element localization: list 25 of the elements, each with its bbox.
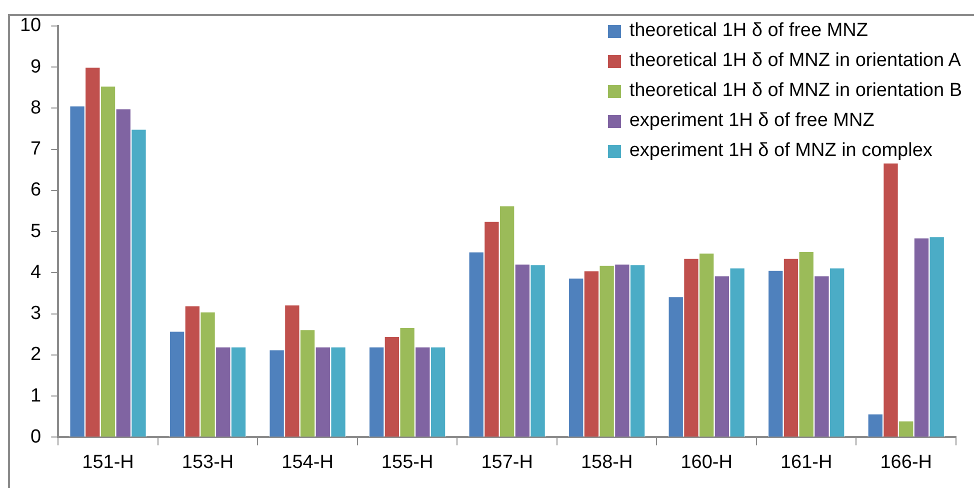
y-tick-label: 0 — [30, 426, 42, 448]
y-tick-label: 6 — [30, 180, 42, 201]
x-tick-label: 157-H — [481, 452, 533, 473]
legend-label: theoretical 1H δ of free MNZ — [629, 19, 868, 43]
legend-label: experiment 1H δ of MNZ in complex — [629, 139, 932, 163]
x-tick-label: 158-H — [580, 452, 633, 473]
y-tick-label: 9 — [30, 56, 42, 78]
y-tick-label: 5 — [30, 220, 42, 242]
legend-label: theoretical 1H δ of MNZ in orientation A — [629, 49, 961, 73]
y-tick-label: 7 — [30, 138, 42, 160]
y-tick-label: 4 — [30, 262, 42, 283]
x-tick-label: 160-H — [680, 452, 732, 473]
y-tick-label: 10 — [20, 15, 42, 36]
x-tick-label: 151-H — [82, 452, 134, 473]
x-tick-label: 154-H — [282, 452, 334, 473]
x-tick-label: 166-H — [880, 452, 932, 473]
y-tick-label: 3 — [30, 303, 42, 324]
x-tick-label: 155-H — [381, 452, 434, 473]
x-tick-label: 153-H — [182, 452, 234, 473]
x-tick-label: 161-H — [780, 452, 832, 473]
y-tick-label: 1 — [30, 385, 42, 406]
legend-label: theoretical 1H δ of MNZ in orientation B — [629, 79, 962, 103]
legend-label: experiment 1H δ of free MNZ — [629, 109, 874, 133]
y-tick-label: 2 — [30, 344, 42, 366]
y-tick-label: 8 — [30, 97, 42, 118]
